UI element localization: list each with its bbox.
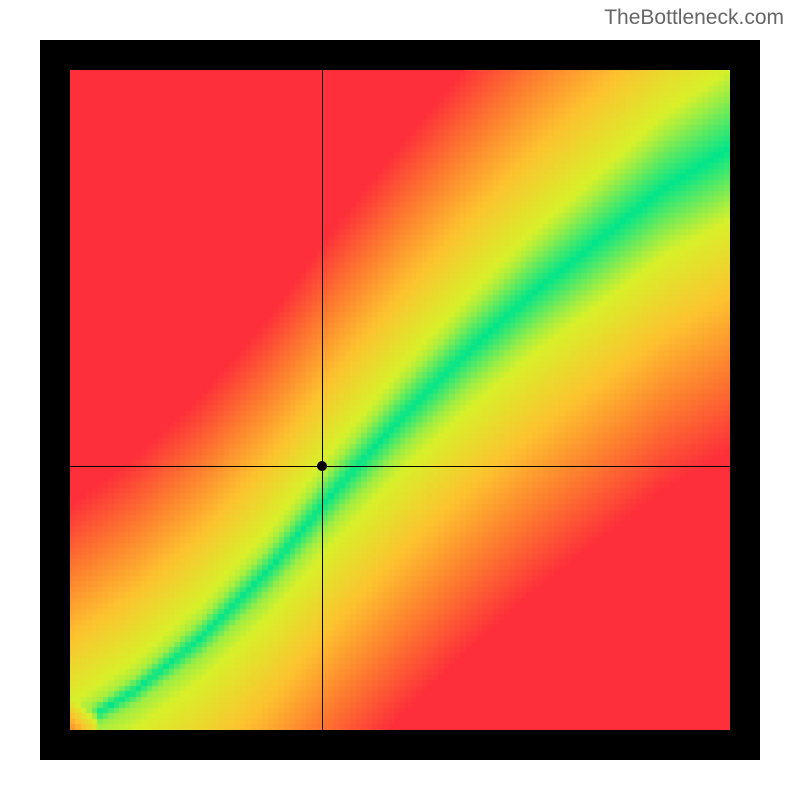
marker-dot xyxy=(317,461,327,471)
watermark-text: TheBottleneck.com xyxy=(604,6,784,30)
chart-frame xyxy=(40,40,760,760)
crosshair-horizontal xyxy=(70,466,730,467)
crosshair-vertical xyxy=(322,70,323,730)
heatmap-canvas xyxy=(70,70,730,730)
chart-plot-area xyxy=(70,70,730,730)
